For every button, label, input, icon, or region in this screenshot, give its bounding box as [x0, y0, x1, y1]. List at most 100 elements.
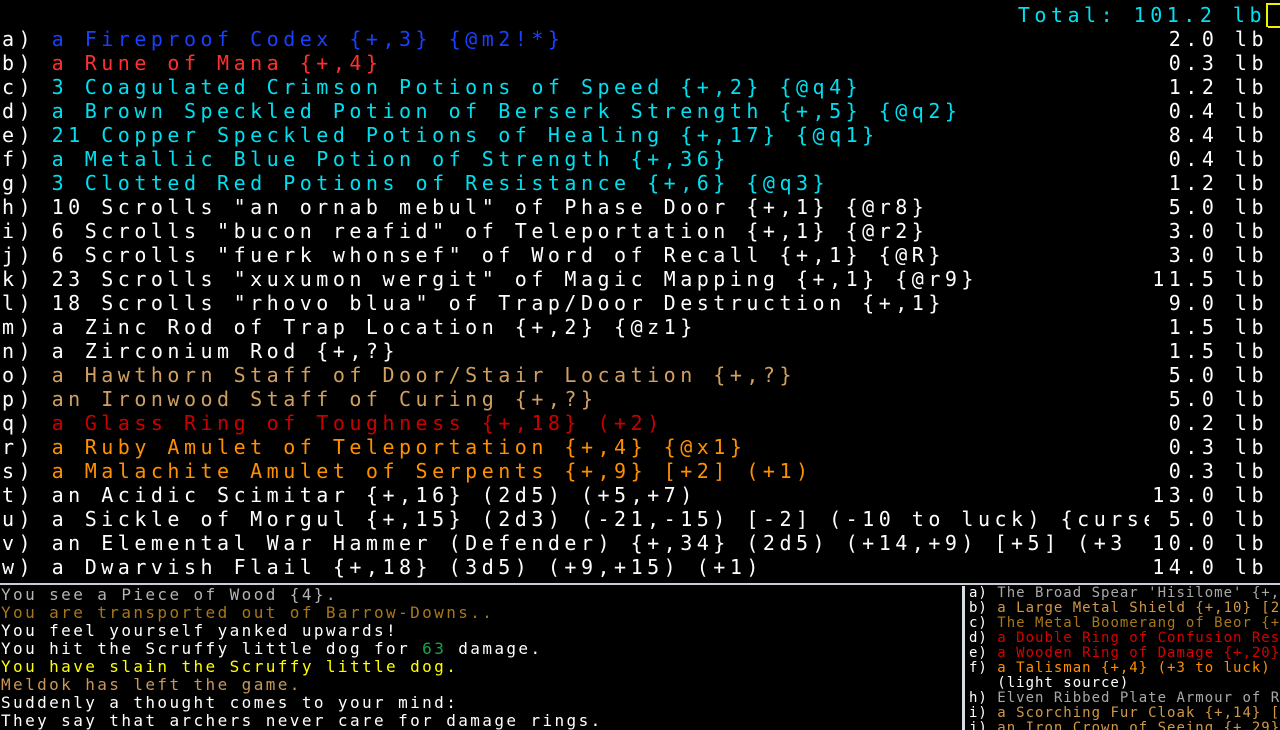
- message-line: Meldok has left the game.: [1, 676, 960, 694]
- item-letter: b): [2, 51, 36, 75]
- inventory-item[interactable]: c) 3 Coagulated Crimson Potions of Speed…: [2, 75, 1268, 99]
- message-text: You feel yourself yanked upwards!: [1, 621, 399, 640]
- item-name: 6 Scrolls "bucon reafid" of Teleportatio…: [51, 219, 929, 243]
- inventory-item[interactable]: k) 23 Scrolls "xuxumon wergit" of Magic …: [2, 267, 1268, 291]
- item-letter: b): [969, 600, 988, 616]
- message-line: They say that archers never care for dam…: [1, 712, 960, 730]
- item-weight: 13.0 lb: [1132, 483, 1268, 507]
- item-letter: e): [2, 123, 36, 147]
- item-weight: 8.4 lb: [1148, 123, 1268, 147]
- item-letter: f): [2, 147, 36, 171]
- item-name: a Large Metal Shield {+,10} [21,: [997, 600, 1280, 616]
- inventory-item[interactable]: l) 18 Scrolls "rhovo blua" of Trap/Door …: [2, 291, 1268, 315]
- message-text: You hit the Scruffy little dog for: [1, 639, 423, 658]
- item-weight: 5.0 lb: [1148, 507, 1268, 531]
- inventory-item[interactable]: n) a Zirconium Rod {+,?} 1.5 lb: [2, 339, 1268, 363]
- item-name: a Glass Ring of Toughness {+,18} (+2): [51, 411, 664, 435]
- inventory-item[interactable]: f) a Metallic Blue Potion of Strength {+…: [2, 147, 1268, 171]
- item-name: a Sickle of Morgul {+,15} (2d3) (-21,-15…: [51, 507, 1160, 531]
- item-weight: 1.2 lb: [1148, 171, 1268, 195]
- window-separator: [0, 582, 1280, 587]
- item-name: an Iron Crown of Seeing {+,29}: [997, 720, 1280, 730]
- item-name: 3 Coagulated Crimson Potions of Speed {+…: [51, 75, 863, 99]
- item-weight: 1.2 lb: [1148, 75, 1268, 99]
- item-letter: k): [2, 267, 36, 291]
- item-weight: 1.5 lb: [1148, 339, 1268, 363]
- text-cursor: [1266, 3, 1280, 28]
- item-name: a Malachite Amulet of Serpents {+,9} [+2…: [51, 459, 813, 483]
- inventory-item[interactable]: r) a Ruby Amulet of Teleportation {+,4} …: [2, 435, 1268, 459]
- inventory-item[interactable]: q) a Glass Ring of Toughness {+,18} (+2)…: [2, 411, 1268, 435]
- inventory-item[interactable]: j) 6 Scrolls "fuerk whonsef" of Word of …: [2, 243, 1268, 267]
- inventory-item[interactable]: u) a Sickle of Morgul {+,15} (2d3) (-21,…: [2, 507, 1268, 531]
- item-name: The Broad Spear 'Hisilome' {+,3: [997, 586, 1280, 601]
- inventory-item[interactable]: w) a Dwarvish Flail {+,18} (3d5) (+9,+15…: [2, 555, 1268, 579]
- item-letter: h): [2, 195, 36, 219]
- item-letter: v): [2, 531, 36, 555]
- item-name: a Fireproof Codex {+,3} {@m2!*}: [51, 27, 565, 51]
- inventory-window: Total: 101.2 lb a) a Fireproof Codex {+,…: [2, 3, 1280, 579]
- item-name: an Ironwood Staff of Curing {+,?}: [51, 387, 598, 411]
- item-weight: 5.0 lb: [1148, 363, 1268, 387]
- equipment-item[interactable]: f) a Talisman {+,4} (+3 to luck) {@: [969, 661, 1280, 676]
- item-letter: l): [2, 291, 36, 315]
- message-text: damage.: [446, 639, 543, 658]
- item-letter: g): [2, 171, 36, 195]
- item-letter: i): [2, 219, 36, 243]
- item-name: a Double Ring of Confusion Resis: [997, 630, 1280, 646]
- inventory-item[interactable]: m) a Zinc Rod of Trap Location {+,2} {@z…: [2, 315, 1268, 339]
- item-name: 10 Scrolls "an ornab mebul" of Phase Doo…: [51, 195, 929, 219]
- item-letter: m): [2, 315, 36, 339]
- item-name: a Metallic Blue Potion of Strength {+,36…: [51, 147, 730, 171]
- inventory-item[interactable]: b) a Rune of Mana {+,4} 0.3 lb: [2, 51, 1268, 75]
- equipment-item[interactable]: a) The Broad Spear 'Hisilome' {+,3: [969, 586, 1280, 601]
- equipment-item[interactable]: (light source): [969, 676, 1280, 691]
- inventory-item[interactable]: d) a Brown Speckled Potion of Berserk St…: [2, 99, 1268, 123]
- equipment-item[interactable]: e) a Wooden Ring of Damage {+,20}: [969, 646, 1280, 661]
- item-name: an Elemental War Hammer (Defender) {+,34…: [51, 531, 1160, 555]
- inventory-item[interactable]: v) an Elemental War Hammer (Defender) {+…: [2, 531, 1268, 555]
- item-letter: j): [2, 243, 36, 267]
- equipment-item[interactable]: d) a Double Ring of Confusion Resis: [969, 631, 1280, 646]
- inventory-item[interactable]: h) 10 Scrolls "an ornab mebul" of Phase …: [2, 195, 1268, 219]
- inventory-item[interactable]: p) an Ironwood Staff of Curing {+,?} 5.0 …: [2, 387, 1268, 411]
- item-weight: 5.0 lb: [1148, 195, 1268, 219]
- equipment-item[interactable]: c) The Metal Boomerang of Beor {+,0: [969, 616, 1280, 631]
- item-letter: s): [2, 459, 36, 483]
- item-letter: p): [2, 387, 36, 411]
- item-letter: i): [969, 705, 988, 721]
- equipment-item[interactable]: b) a Large Metal Shield {+,10} [21,: [969, 601, 1280, 616]
- message-line: You feel yourself yanked upwards!: [1, 622, 960, 640]
- item-letter: q): [2, 411, 36, 435]
- item-name: a Scorching Fur Cloak {+,14} [3,: [997, 705, 1280, 721]
- message-text: 63: [422, 639, 447, 658]
- inventory-item[interactable]: g) 3 Clotted Red Potions of Resistance {…: [2, 171, 1268, 195]
- item-weight: 0.3 lb: [1148, 459, 1268, 483]
- message-log: You see a Piece of Wood {4}. You are tran…: [0, 586, 960, 730]
- item-name: a Rune of Mana {+,4}: [51, 51, 383, 75]
- item-letter: j): [969, 720, 988, 730]
- equipment-item[interactable]: h) Elven Ribbed Plate Armour of Res: [969, 691, 1280, 706]
- item-letter: o): [2, 363, 36, 387]
- message-text: Suddenly a thought comes to your mind:: [1, 693, 459, 712]
- item-name: 23 Scrolls "xuxumon wergit" of Magic Map…: [51, 267, 978, 291]
- item-weight: 2.0 lb: [1148, 27, 1268, 51]
- inventory-item[interactable]: a) a Fireproof Codex {+,3} {@m2!*} 2.0 lb: [2, 27, 1268, 51]
- item-letter: r): [2, 435, 36, 459]
- item-weight: 11.5 lb: [1132, 267, 1268, 291]
- item-weight: 3.0 lb: [1148, 219, 1268, 243]
- item-letter: n): [2, 339, 36, 363]
- message-line: Suddenly a thought comes to your mind:: [1, 694, 960, 712]
- inventory-item[interactable]: o) a Hawthorn Staff of Door/Stair Locati…: [2, 363, 1268, 387]
- equipment-item[interactable]: j) an Iron Crown of Seeing {+,29}: [969, 721, 1280, 730]
- inventory-item[interactable]: s) a Malachite Amulet of Serpents {+,9} …: [2, 459, 1268, 483]
- inventory-item[interactable]: t) an Acidic Scimitar {+,16} (2d5) (+5,+…: [2, 483, 1268, 507]
- item-letter: d): [969, 630, 988, 646]
- item-weight: 5.0 lb: [1148, 387, 1268, 411]
- inventory-item[interactable]: e) 21 Copper Speckled Potions of Healing…: [2, 123, 1268, 147]
- equipment-item[interactable]: i) a Scorching Fur Cloak {+,14} [3,: [969, 706, 1280, 721]
- message-text: You are transported out of Barrow-Downs.…: [1, 603, 495, 622]
- item-name: a Brown Speckled Potion of Berserk Stren…: [51, 99, 962, 123]
- inventory-item[interactable]: i) 6 Scrolls "bucon reafid" of Teleporta…: [2, 219, 1268, 243]
- item-weight: 0.4 lb: [1148, 147, 1268, 171]
